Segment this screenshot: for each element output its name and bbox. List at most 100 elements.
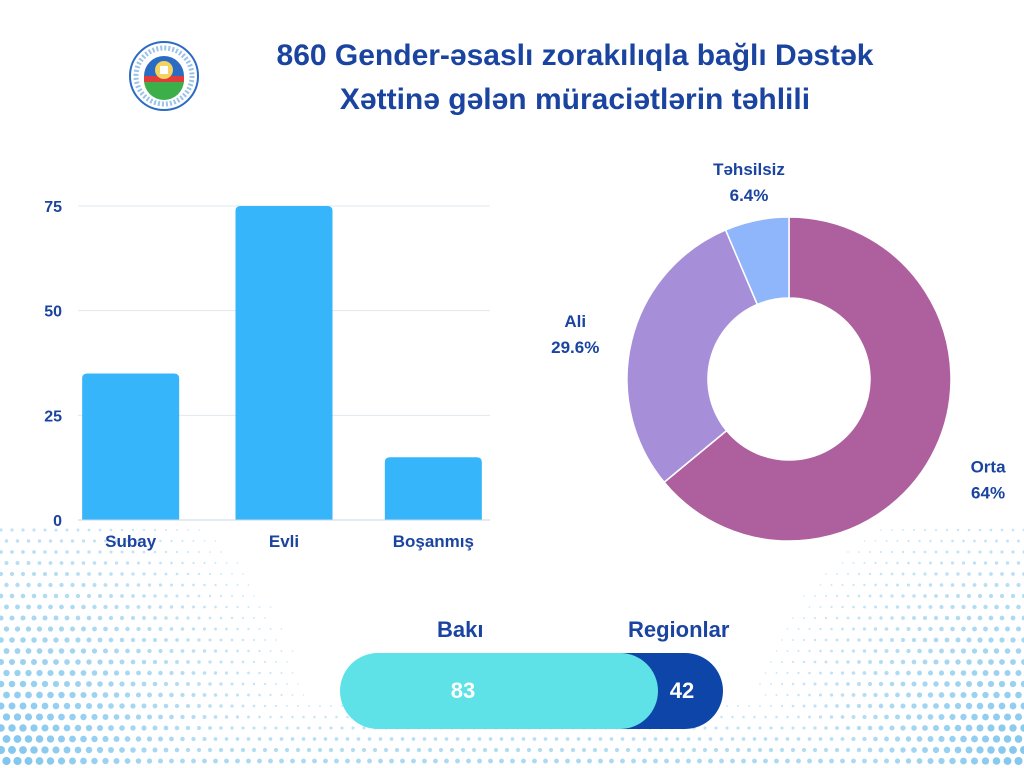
background-dot [109, 528, 113, 532]
background-dot [41, 724, 49, 732]
background-dot [136, 583, 141, 587]
background-dot [960, 735, 967, 743]
background-dot [879, 550, 883, 554]
background-dot [86, 681, 92, 687]
background-dot [69, 691, 76, 699]
background-dot [786, 693, 789, 697]
background-dot [98, 528, 102, 532]
background-dot [37, 582, 42, 588]
background-dot [885, 561, 888, 565]
background-dot [998, 680, 1006, 688]
background-dot [47, 648, 54, 654]
background-dot [862, 627, 867, 631]
background-dot [983, 604, 988, 610]
background-dot [647, 747, 653, 753]
background-dot [1000, 572, 1004, 576]
background-dot [835, 726, 839, 730]
background-dot [75, 681, 81, 687]
background-dot [80, 691, 87, 699]
background-dot [987, 702, 995, 710]
background-dot [786, 671, 789, 675]
background-dot [1004, 691, 1011, 699]
background-dot [120, 528, 124, 532]
background-dot [960, 757, 967, 765]
background-dot [114, 604, 119, 610]
background-dot [719, 758, 724, 764]
background-dot [1005, 583, 1010, 587]
background-dot [1009, 702, 1017, 710]
background-dot [274, 682, 278, 686]
background-dot [890, 594, 894, 598]
background-dot [247, 715, 250, 719]
background-dot [64, 615, 70, 621]
background-dot [32, 528, 36, 532]
background-dot [302, 715, 305, 719]
background-dot [922, 659, 928, 665]
background-dot [202, 627, 207, 631]
background-dot [927, 714, 934, 720]
background-dot [708, 758, 713, 764]
background-dot [938, 692, 945, 698]
background-dot [422, 737, 427, 741]
background-dot [15, 561, 20, 565]
background-dot [824, 704, 828, 708]
background-dot [874, 561, 877, 565]
background-dot [120, 550, 124, 554]
background-dot [950, 583, 955, 587]
background-dot [938, 735, 945, 743]
background-dot [929, 561, 932, 565]
y-tick-label: 50 [44, 304, 62, 321]
background-dot [8, 658, 16, 666]
location-split-bar: Bakı Regionlar 83 42 [340, 615, 740, 735]
background-dot [482, 747, 488, 753]
background-dot [152, 681, 158, 687]
background-dot [52, 702, 60, 710]
background-dot [1010, 615, 1016, 621]
background-dot [927, 736, 934, 742]
background-dot [8, 746, 16, 754]
background-dot [25, 648, 32, 654]
background-dot [894, 736, 901, 742]
background-dot [269, 693, 272, 697]
background-dot [852, 562, 855, 564]
background-dot [932, 746, 940, 754]
background-dot [4, 604, 9, 610]
background-dot [653, 737, 658, 741]
background-dot [444, 737, 449, 741]
background-dot [35, 713, 44, 721]
background-dot [181, 539, 184, 543]
background-dot [808, 649, 811, 653]
background-dot [857, 660, 861, 664]
background-dot [102, 714, 109, 720]
background-dot [916, 714, 923, 720]
background-dot [230, 638, 234, 642]
background-dot [890, 550, 894, 554]
background-dot [987, 746, 995, 754]
background-dot [0, 593, 4, 599]
background-dot [202, 736, 207, 742]
background-dot [917, 583, 922, 587]
background-dot [797, 671, 800, 675]
background-dot [113, 670, 120, 676]
background-dot [37, 561, 42, 565]
background-dot [108, 747, 114, 753]
background-dot [916, 692, 923, 698]
background-dot [247, 584, 250, 586]
background-dot [15, 539, 20, 543]
background-dot [209, 551, 211, 553]
background-dot [175, 594, 179, 598]
background-dot [0, 746, 5, 754]
background-dot [41, 680, 49, 688]
background-dot [185, 725, 191, 731]
background-dot [191, 605, 196, 609]
background-dot [175, 660, 179, 664]
background-dot [335, 715, 338, 719]
background-dot [10, 550, 14, 554]
background-dot [852, 605, 855, 609]
background-dot [102, 692, 109, 698]
background-dot [323, 758, 328, 764]
background-dot [934, 594, 938, 598]
background-dot [191, 714, 196, 720]
background-dot [945, 572, 949, 576]
background-dot [819, 627, 822, 631]
